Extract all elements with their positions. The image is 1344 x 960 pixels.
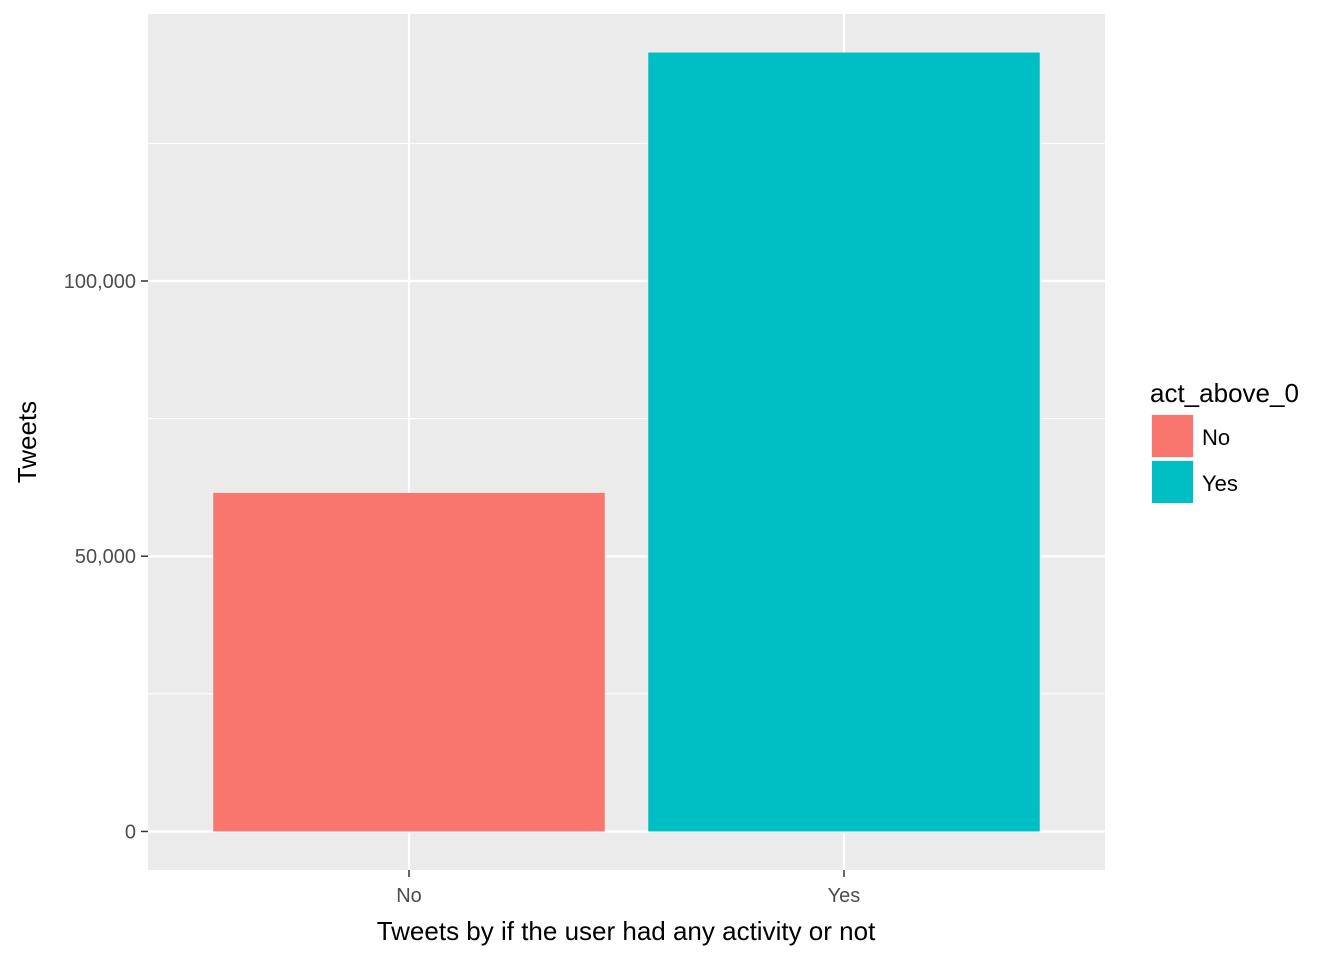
legend-swatch-no: [1152, 415, 1193, 457]
y-axis-title: Tweets: [12, 401, 42, 483]
y-tick-label: 100,000: [64, 271, 136, 293]
bars-group: [213, 52, 1040, 832]
y-tick-label: 0: [125, 821, 136, 843]
x-axis-title: Tweets by if the user had any activity o…: [377, 916, 876, 946]
legend: act_above_0 No Yes: [1150, 378, 1299, 504]
legend-label-no: No: [1202, 425, 1230, 450]
x-tick-label: Yes: [828, 885, 861, 907]
x-tick-label: No: [396, 885, 422, 907]
bar-no: [213, 492, 605, 832]
legend-swatch-yes: [1152, 461, 1193, 503]
legend-title: act_above_0: [1150, 378, 1299, 408]
y-axis: 0 50,000 100,000: [64, 271, 148, 843]
legend-label-yes: Yes: [1202, 471, 1238, 496]
bar-yes: [648, 52, 1040, 832]
x-axis: No Yes: [396, 870, 860, 907]
y-tick-label: 50,000: [75, 546, 136, 568]
